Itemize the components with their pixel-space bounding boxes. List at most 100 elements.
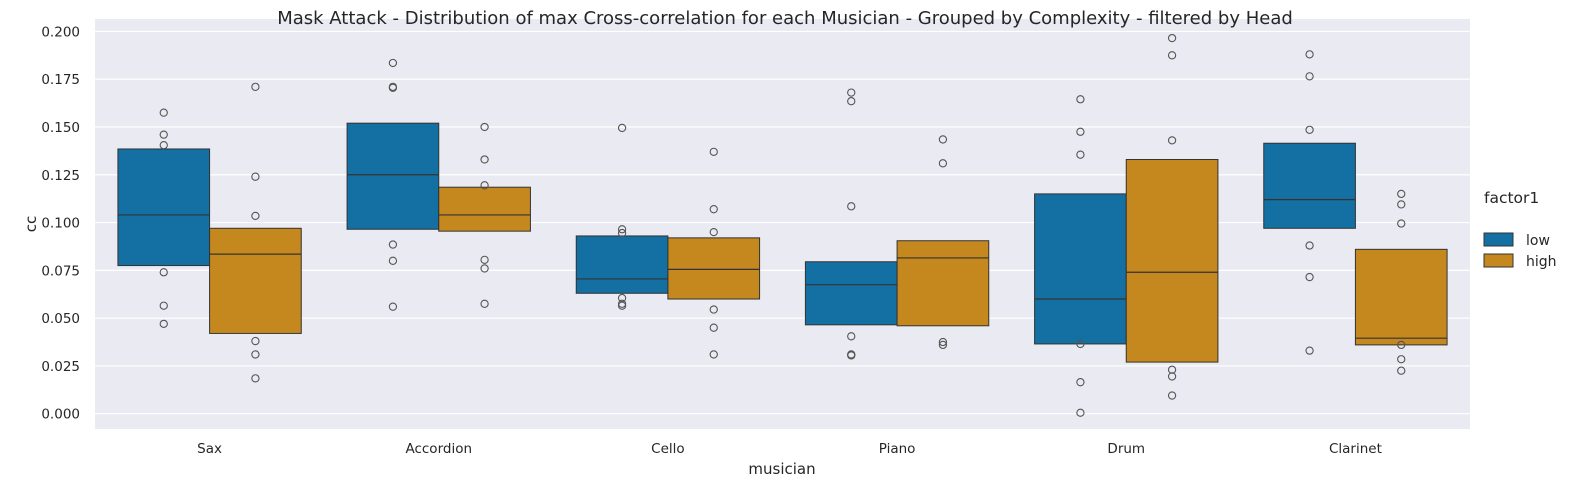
box-group-drum-high — [1125, 33, 1219, 400]
x-tick-label: Piano — [879, 441, 916, 457]
outlier-point — [1305, 241, 1314, 250]
outlier-point — [1076, 95, 1085, 104]
outlier-point — [847, 202, 856, 211]
outlier-point — [251, 336, 260, 346]
outlier-point — [480, 181, 489, 190]
box-group-accordion-high — [438, 122, 531, 308]
y-tick-labels: 0.000 0.025 0.050 0.075 0.100 0.125 0.150 0.175… — [41, 24, 80, 422]
chart-title: Mask Attack - Distribution of max Cross-… — [277, 8, 1293, 29]
y-tick-label: 0.100 — [41, 216, 80, 232]
box-group-piano-low — [804, 88, 898, 360]
outlier-point — [1305, 346, 1314, 355]
outlier-point — [847, 97, 856, 106]
outlier-point — [388, 240, 398, 249]
outlier-point — [847, 351, 856, 360]
outlier-point — [847, 88, 856, 97]
outlier-point — [1305, 125, 1314, 135]
legend: factor1 low high — [1483, 189, 1557, 270]
outlier-point — [251, 211, 260, 221]
outlier-point — [1397, 200, 1406, 209]
box-group-cello-low — [575, 123, 669, 310]
outlier-point — [1076, 127, 1085, 136]
box-groups — [117, 33, 1448, 417]
outlier-point — [709, 227, 718, 237]
outlier-point — [251, 82, 260, 92]
box-group-drum-low — [1034, 95, 1127, 417]
outlier-point — [1167, 136, 1177, 145]
outlier-point — [938, 337, 948, 347]
y-tick-label: 0.150 — [41, 120, 80, 136]
outlier-point — [1076, 408, 1085, 417]
outlier-point — [938, 340, 948, 350]
outlier-point — [1397, 366, 1406, 375]
box-group-accordion-low — [346, 58, 440, 311]
outlier-point — [709, 205, 718, 214]
box-group-sax-high — [209, 82, 302, 383]
outlier-point — [847, 332, 856, 341]
outlier-point — [1305, 272, 1314, 282]
box — [117, 148, 211, 267]
outlier-point — [1397, 189, 1406, 199]
outlier-point — [159, 268, 168, 277]
box-group-clarinet-high — [1354, 189, 1448, 375]
legend-label: high — [1526, 254, 1557, 270]
x-axis-label: musician — [748, 460, 815, 478]
box — [209, 227, 302, 334]
legend-swatch — [1483, 253, 1514, 268]
y-tick-label: 0.125 — [41, 168, 80, 184]
legend-title: factor1 — [1484, 189, 1539, 207]
outlier-point — [1305, 50, 1314, 59]
box — [1125, 158, 1219, 363]
outlier-point — [480, 122, 489, 132]
outlier-point — [1305, 72, 1314, 81]
box — [438, 186, 531, 232]
outlier-point — [1076, 339, 1085, 349]
outlier-point — [159, 130, 168, 139]
outlier-point — [251, 172, 260, 181]
outlier-point — [709, 147, 718, 156]
outlier-point — [159, 141, 168, 150]
outlier-point — [617, 123, 627, 133]
outlier-point — [617, 301, 627, 310]
x-tick-label: Accordion — [405, 441, 472, 457]
outlier-point — [1167, 51, 1177, 60]
x-tick-labels: Sax Accordion Cello Piano Drum Clarinet — [197, 441, 1382, 457]
outlier-point — [709, 305, 718, 314]
box-group-cello-high — [667, 147, 761, 359]
y-tick-label: 0.175 — [41, 72, 80, 88]
grid-lines — [95, 30, 1470, 415]
outlier-point — [1167, 33, 1177, 43]
x-tick-label: Clarinet — [1329, 441, 1382, 457]
y-tick-label: 0.025 — [41, 359, 80, 375]
box — [1263, 142, 1356, 229]
outlier-point — [1076, 378, 1085, 387]
outlier-point — [709, 350, 718, 359]
outlier-point — [159, 319, 168, 329]
box — [1034, 193, 1127, 345]
outlier-point — [709, 323, 718, 332]
outlier-point — [480, 155, 489, 164]
outlier-point — [251, 350, 260, 359]
outlier-point — [388, 83, 398, 92]
y-tick-label: 0.200 — [41, 24, 80, 40]
legend-label: low — [1526, 233, 1550, 249]
x-tick-label: Cello — [651, 441, 685, 457]
outlier-point — [938, 159, 948, 168]
outlier-point — [159, 301, 168, 310]
box-group-sax-low — [117, 108, 211, 329]
outlier-point — [159, 108, 168, 117]
outlier-point — [388, 302, 398, 311]
outlier-point — [480, 299, 489, 308]
legend-swatch — [1483, 232, 1514, 247]
outlier-point — [1076, 150, 1085, 159]
box-group-clarinet-low — [1263, 50, 1356, 355]
outlier-point — [251, 374, 260, 383]
outlier-point — [1167, 391, 1177, 400]
y-tick-label: 0.075 — [41, 263, 80, 279]
y-axis-label: cc — [22, 216, 40, 233]
y-tick-label: 0.000 — [41, 407, 80, 423]
outlier-point — [480, 255, 489, 264]
outlier-point — [938, 135, 948, 144]
box-group-piano-high — [896, 135, 990, 350]
x-tick-label: Sax — [197, 441, 222, 457]
